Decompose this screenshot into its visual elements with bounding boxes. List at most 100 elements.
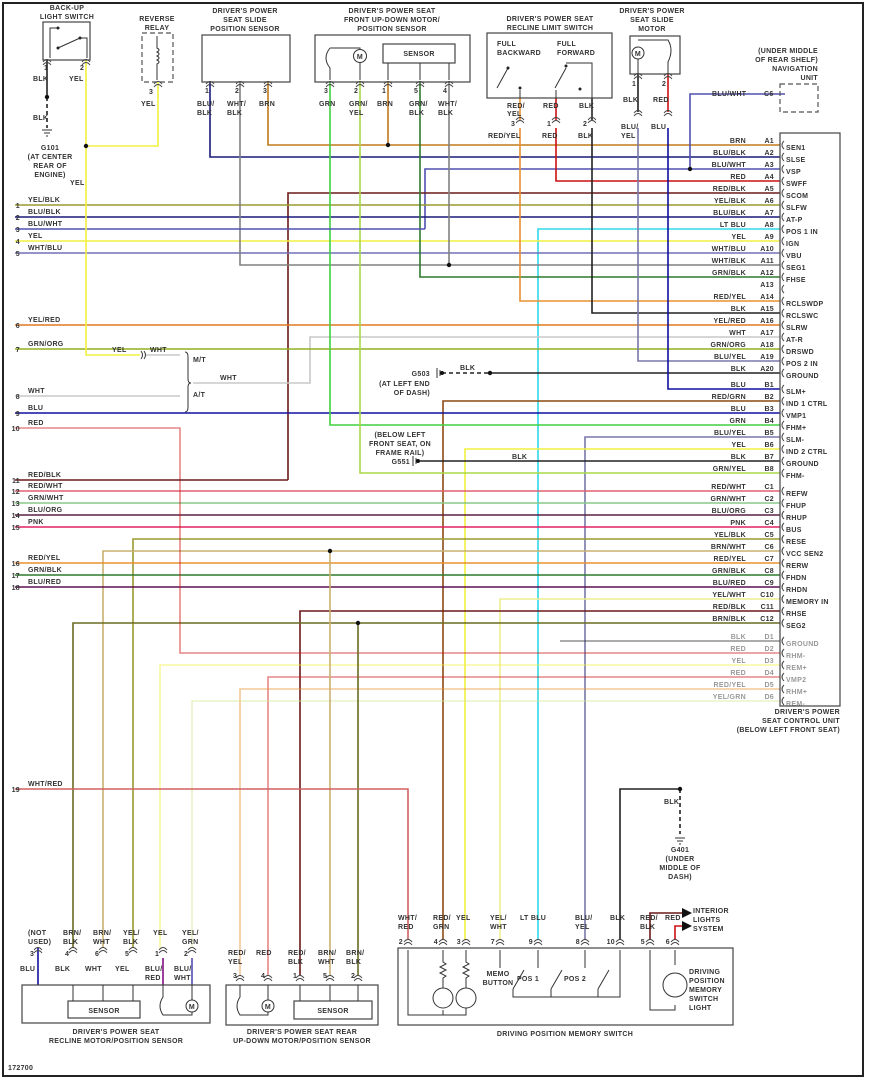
pin-wire-label: RED [730,174,746,181]
pin-terminal-icon [781,332,785,342]
wire-color-label: PNK [28,519,44,526]
reverse-relay [141,32,174,83]
control-unit-title: DRIVER'S POWER [775,709,840,716]
arrow-icon [682,921,692,931]
pin-number: D1 [764,634,774,641]
pin-function-label: IND 1 CTRL [786,401,828,408]
ground-g101-label: REAR OF [33,163,67,170]
pin-wire-label: BLU/RED [713,580,746,587]
connector-icon [128,947,138,954]
wire-color-label: BLU/WHT [28,221,63,228]
motor-label: M [357,54,363,61]
pin-number: B1 [764,382,774,389]
pin-wire-label: RED/YEL [714,294,747,301]
transmission-bracket [184,351,192,413]
ground-g401-label: (UNDER [665,856,694,863]
pin-function-label: SEN1 [786,145,806,152]
wire-number: 2 [16,215,20,222]
switch-position-label: FORWARD [557,50,595,57]
navigation-unit-box [779,83,819,113]
wire-a14 [519,128,780,302]
wire-color-label: WHT/BLU [28,245,62,252]
pin-wire-label: LT BLU [720,222,746,229]
splice-dot [677,786,683,792]
pin-terminal-icon [781,510,785,520]
pin-wire-label: BLU/BLK [713,210,746,217]
component-title: LIGHT SWITCH [40,14,94,21]
pin-function-label: REFW [786,491,808,498]
wire-color-label: BLU/ [174,966,192,973]
pin-number: 2 [662,81,666,88]
ground-g503-location: (AT LEFT END [379,381,430,388]
pin-number: B5 [764,430,774,437]
wire-color-label: YEL [115,966,130,973]
pin-function-label: REM- [786,701,805,708]
wire-color-label: BRN/ [346,950,364,957]
pin-function-label: MEMORY IN [786,599,829,606]
pin-number: B8 [764,466,774,473]
pin-wire-label: GRN [730,418,746,425]
pin-wire-label: YEL/GRN [713,694,746,701]
wires-layer [15,60,785,985]
recline-motor-sensor [21,984,211,1024]
pin-number: C5 [764,532,774,539]
connector-icon [187,947,197,954]
wire-c10 [499,598,780,940]
wire-a12 [419,82,780,278]
wire-color-label: YEL [228,959,243,966]
wire-color-label: GRN/ [409,101,428,108]
pin-number: 1 [382,88,386,95]
pin-number: 3 [233,973,237,980]
wire-19 [15,788,409,940]
connector-icon [33,947,43,954]
control-unit-title: SEAT CONTROL UNIT [762,718,840,725]
pin-wire-label: YEL [731,234,746,241]
pin-number: C6 [764,544,774,551]
pin-wire-label: BLU/YEL [714,354,746,361]
connector-icon [580,939,590,946]
pin-function-label: IND 2 CTRL [786,449,828,456]
pin-number: 6 [95,951,99,958]
pin-wire-label: RED/YEL [714,556,747,563]
wire-color-label: GRN/BLK [28,567,62,574]
wire-color-label: BLK [640,924,655,931]
connector-icon [515,117,525,124]
wire-nav-c6 [689,93,785,169]
wire-color-label: YEL [575,924,590,931]
pin-wire-label: BRN/BLK [712,616,746,623]
wire-color-label: WHT/ [227,101,246,108]
pin-number: C7 [764,556,774,563]
pin-function-label: RCLSWDP [786,301,824,308]
pin-function-label: SCOM [786,193,808,200]
pin-wire-label: BLU/ORG [712,508,747,515]
wire-color-label: BLK [610,915,625,922]
wire-color-label: YEL [349,110,364,117]
pin-wire-label: BRN [730,138,746,145]
connector-icon [645,939,655,946]
pin-terminal-icon [781,456,785,466]
switch-light-bulb-icon [662,972,688,998]
wire-d4 [267,676,780,975]
wire-color-label: BLU/ [145,966,163,973]
connector-icon [325,975,335,982]
wire-number: 13 [12,501,20,508]
components-layer [21,21,841,1026]
pin-function-label: RHM- [786,653,806,660]
connector-icon [355,81,365,88]
pos1-button-label: POS 1 [517,976,539,983]
pin-terminal-icon [781,140,785,150]
pin-terminal-icon [781,320,785,330]
wire-color-label: GRN [182,939,198,946]
wire-color-label: BLU/RED [28,579,61,586]
connector-icon [68,947,78,954]
switch-light-label: SWITCH [689,996,718,1003]
connector-icon [353,975,363,982]
wire-color-label: BLK [346,959,361,966]
pin-number: 5 [641,939,645,946]
pin-wire-label: RED [730,646,746,653]
pin-terminal-icon [781,272,785,282]
component-title: POSITION SENSOR [357,26,426,33]
pin-terminal-icon [781,396,785,406]
wire-c6 [102,550,780,948]
pin-function-label: VMP2 [786,677,806,684]
